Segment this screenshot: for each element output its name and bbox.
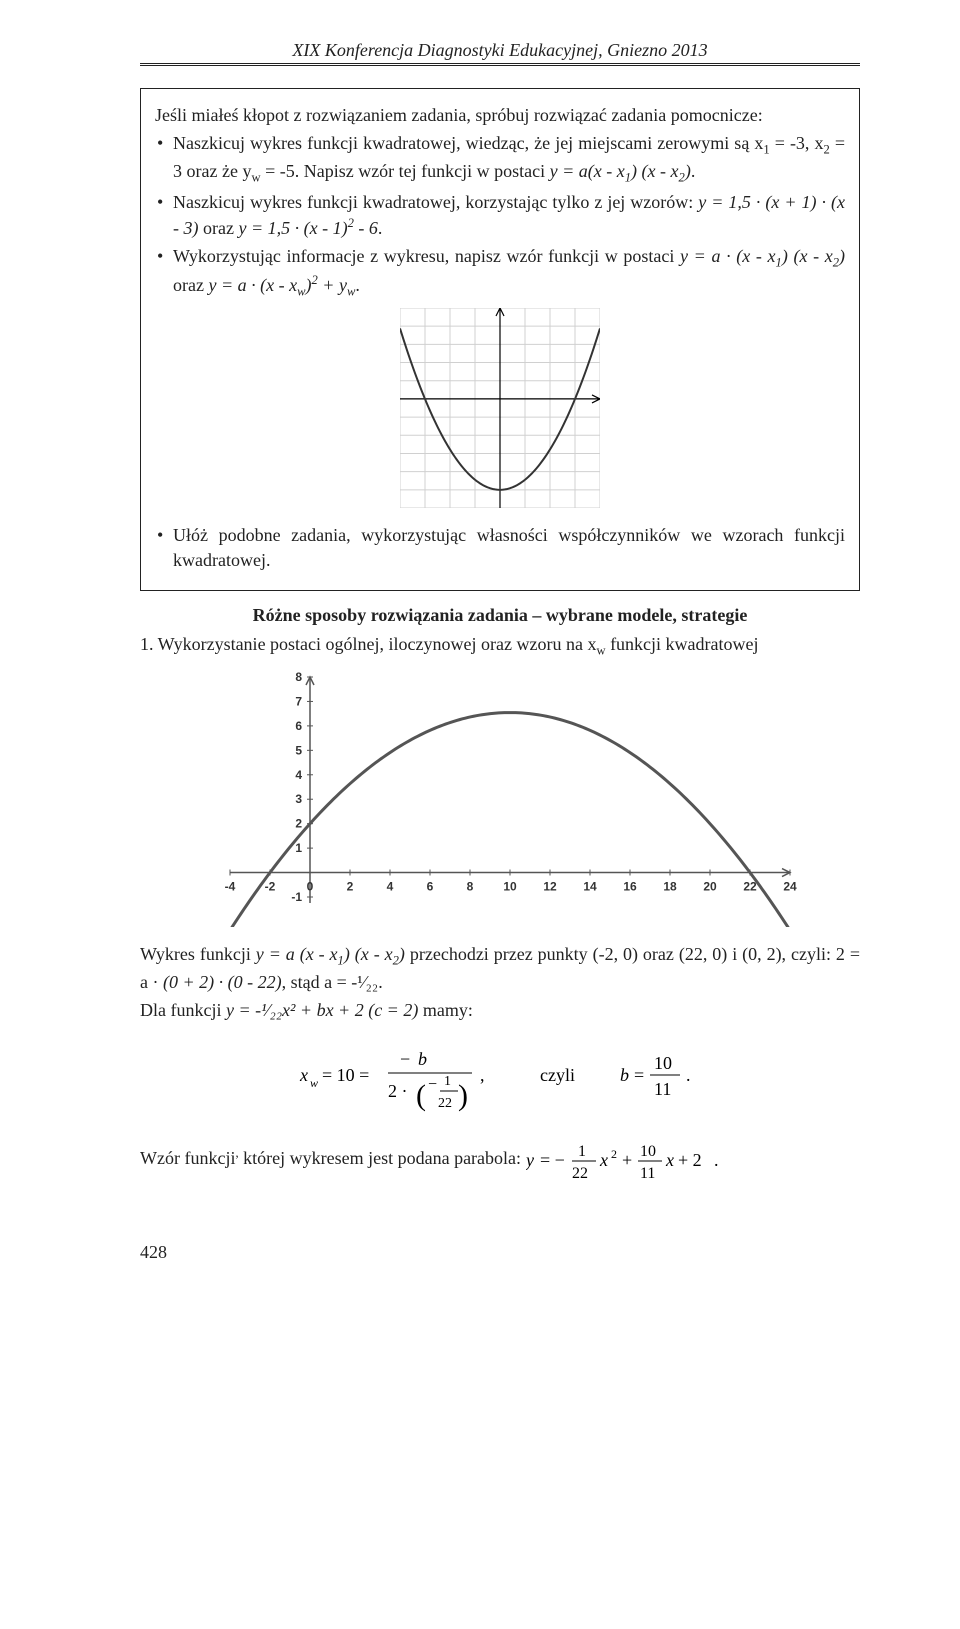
svg-text:1: 1 (444, 1074, 451, 1089)
svg-text:16: 16 (623, 880, 637, 894)
svg-text:22: 22 (572, 1165, 588, 1182)
numbered-item-1: 1. Wykorzystanie postaci ogólnej, iloczy… (140, 632, 860, 660)
svg-text:,: , (480, 1065, 485, 1085)
svg-text:x: x (599, 1150, 608, 1170)
solution-para-3: Wzór funkcji, której wykresem jest podan… (140, 1138, 860, 1182)
svg-text:w: w (310, 1076, 318, 1090)
svg-text:20: 20 (703, 880, 717, 894)
svg-text:(: ( (416, 1079, 426, 1112)
svg-text:7: 7 (295, 695, 302, 709)
svg-text:11: 11 (654, 1079, 671, 1099)
chart-2-wrap: -4-2024681012141618202224-112345678 (140, 667, 860, 932)
svg-text:2: 2 (611, 1147, 617, 1161)
section-heading: Różne sposoby rozwiązania zadania – wybr… (140, 605, 860, 626)
svg-text:): ) (458, 1079, 468, 1112)
svg-text:2: 2 (347, 880, 354, 894)
formula-1: x w = 10 = − b 2 · ( − 1 22 ) , czyli b … (140, 1033, 860, 1128)
svg-text:1: 1 (295, 842, 302, 856)
svg-text:x: x (299, 1065, 308, 1085)
svg-text:=: = (634, 1065, 644, 1085)
bullet-3: Wykorzystując informacje z wykresu, napi… (155, 244, 845, 300)
exercise-box: Jeśli miałeś kłopot z rozwiązaniem zadan… (140, 88, 860, 591)
svg-text:10: 10 (503, 880, 517, 894)
svg-text:12: 12 (543, 880, 557, 894)
svg-text:14: 14 (583, 880, 597, 894)
svg-text:.: . (714, 1150, 719, 1170)
svg-text:czyli: czyli (540, 1065, 575, 1085)
svg-text:-1: -1 (291, 890, 302, 904)
svg-text:3: 3 (295, 793, 302, 807)
header-rule (140, 63, 860, 66)
solution-para-1: Wykres funkcji y = a (x - x1) (x - x2) p… (140, 942, 860, 994)
svg-text:= 10 =: = 10 = (322, 1065, 369, 1085)
svg-text:11: 11 (640, 1165, 655, 1182)
svg-text:4: 4 (295, 768, 302, 782)
svg-text:8: 8 (467, 880, 474, 894)
svg-text:24: 24 (783, 880, 797, 894)
svg-text:b: b (620, 1065, 629, 1085)
svg-text:+: + (622, 1150, 632, 1170)
page-header-title: XIX Konferencja Diagnostyki Edukacyjnej,… (140, 40, 860, 61)
bullet-list-top: Naszkicuj wykres funkcji kwadratowej, wi… (155, 131, 845, 300)
svg-text:-4: -4 (225, 880, 236, 894)
svg-text:6: 6 (427, 880, 434, 894)
svg-text:0: 0 (307, 880, 314, 894)
svg-text:1: 1 (578, 1143, 586, 1160)
svg-text:10: 10 (640, 1143, 656, 1160)
bullet-list-bottom: Ułóż podobne zadania, wykorzystując włas… (155, 523, 845, 572)
svg-text:x: x (665, 1150, 674, 1170)
svg-text:-2: -2 (265, 880, 276, 894)
bullet-1: Naszkicuj wykres funkcji kwadratowej, wi… (155, 131, 845, 186)
svg-text:6: 6 (295, 719, 302, 733)
svg-text:+ 2: + 2 (678, 1150, 702, 1170)
svg-text:5: 5 (295, 744, 302, 758)
bullet-2: Naszkicuj wykres funkcji kwadratowej, ko… (155, 190, 845, 240)
svg-text:b: b (418, 1049, 427, 1069)
page-number: 428 (140, 1242, 860, 1263)
svg-text:22: 22 (438, 1096, 452, 1111)
svg-text:2: 2 (295, 817, 302, 831)
chart-1 (400, 308, 600, 508)
bullet-4: Ułóż podobne zadania, wykorzystując włas… (155, 523, 845, 572)
svg-text:.: . (686, 1065, 691, 1085)
svg-text:4: 4 (387, 880, 394, 894)
svg-text:−: − (428, 1076, 437, 1093)
svg-text:= −: = − (540, 1150, 565, 1170)
svg-text:8: 8 (295, 670, 302, 684)
svg-text:18: 18 (663, 880, 677, 894)
svg-text:y: y (526, 1150, 534, 1170)
chart-2: -4-2024681012141618202224-112345678 (190, 667, 810, 927)
svg-text:2 ·: 2 · (388, 1081, 408, 1101)
chart-1-wrap (155, 308, 845, 513)
solution-para-2: Dla funkcji y = -¹⁄₂₂x² + bx + 2 (c = 2)… (140, 998, 860, 1022)
box-intro: Jeśli miałeś kłopot z rozwiązaniem zadan… (155, 103, 845, 127)
svg-text:10: 10 (654, 1053, 672, 1073)
svg-text:−: − (400, 1049, 410, 1069)
